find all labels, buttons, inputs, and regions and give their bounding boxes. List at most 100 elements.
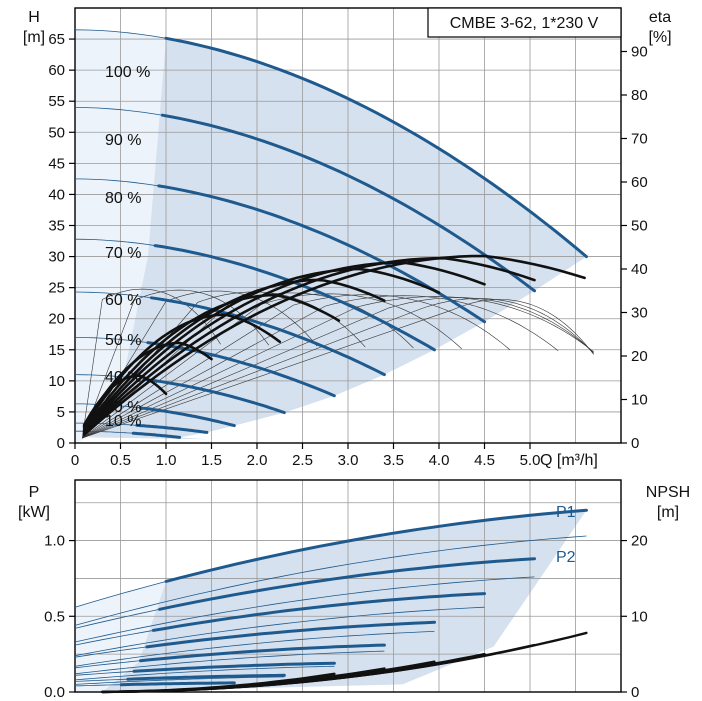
- p1-curve: [119, 681, 236, 687]
- y2-tick-label: 20: [631, 533, 648, 550]
- speed-label: 90 %: [105, 132, 141, 149]
- y-tick-label: 55: [48, 93, 65, 110]
- head-curve-40: [142, 377, 286, 415]
- y-tick-label: 40: [48, 186, 65, 203]
- y-axis-unit: [m]: [23, 29, 45, 46]
- efficiency-guide-line: [82, 294, 511, 439]
- y2-tick-label: 90: [631, 44, 648, 61]
- x-tick-label: 3.5: [383, 452, 404, 469]
- efficiency-curve: [82, 261, 486, 435]
- y2-tick-label: 0: [631, 684, 639, 701]
- y-tick-label: 5: [57, 404, 65, 421]
- grid: [74, 479, 622, 693]
- p1-curve: [145, 620, 436, 649]
- p1-curve: [132, 661, 336, 673]
- y2-tick-label: 0: [631, 435, 639, 452]
- p1-curve: [164, 508, 588, 583]
- y-tick-label: 1.0: [44, 533, 65, 550]
- speed-label: 100 %: [105, 64, 150, 81]
- efficiency-guide-line: [82, 299, 594, 439]
- p2-curve: [74, 650, 385, 675]
- curves: [74, 29, 594, 439]
- speed-label: 40 %: [105, 369, 141, 386]
- speed-label: 70 %: [105, 245, 141, 262]
- p1-curve: [151, 592, 486, 632]
- x-tick-label: 2.0: [247, 452, 268, 469]
- p2-label: P2: [556, 549, 576, 566]
- power-npsh-panel: 0.0 0.5 1.0 0 10 20 P [kW] NPSH [m] P1 P2: [18, 479, 690, 701]
- y2-tick-label: 10: [631, 608, 648, 625]
- efficiency-guide-line: [82, 298, 594, 439]
- y2-axis-title: NPSH: [646, 484, 690, 501]
- efficiency-guide-line: [82, 295, 559, 439]
- y2-axis-title: eta: [649, 9, 671, 26]
- x-tick-label: 0: [71, 452, 79, 469]
- y2-tick-label: 80: [631, 87, 648, 104]
- head-curve-100: [164, 36, 588, 259]
- p2-curve: [74, 631, 435, 667]
- x-tick-label: 1.0: [156, 452, 177, 469]
- p1-curve: [158, 557, 536, 611]
- y-axis-title: P: [29, 484, 40, 501]
- x-tick-label: 5.0: [520, 452, 541, 469]
- y2-tick-label: 40: [631, 261, 648, 278]
- x-tick-label: 4.0: [429, 452, 450, 469]
- p2-curve: [74, 676, 285, 685]
- y-tick-label: 30: [48, 249, 65, 266]
- x-tick-label: 3.0: [338, 452, 359, 469]
- y-tick-label: 60: [48, 62, 65, 79]
- y-axis-title: H: [28, 9, 40, 26]
- speed-label: 10 %: [105, 413, 141, 430]
- p1-label: P1: [556, 504, 576, 521]
- y-tick-label: 45: [48, 155, 65, 172]
- y-tick-label: 0.0: [44, 684, 65, 701]
- y-tick-label: 0.5: [44, 608, 65, 625]
- p2-curve: [74, 665, 335, 681]
- y2-tick-label: 20: [631, 348, 648, 365]
- y2-axis-unit: [%]: [648, 29, 671, 46]
- speed-label: 50 %: [105, 332, 141, 349]
- y2-tick-label: 60: [631, 174, 648, 191]
- y-tick-label: 10: [48, 373, 65, 390]
- labels: H [m] eta [%] Q [m³/h] CMBE 3-62, 1*230 V 100 …: [23, 7, 672, 469]
- labels: P [kW] NPSH [m] P1 P2: [18, 484, 690, 566]
- head-curve-10: [131, 431, 182, 439]
- x-tick-label: 1.5: [201, 452, 222, 469]
- ticks: 0.0 0.5 1.0 0 10 20: [44, 533, 648, 701]
- y-tick-label: 65: [48, 31, 65, 48]
- p1-curve: [126, 673, 286, 681]
- ticks: 0 0.5 1.0 1.5 2.0 2.5 3.0 3.5 4.0 4.5 5.0 0 5 10 15 20 2…: [48, 31, 647, 469]
- chart-title: CMBE 3-62, 1*230 V: [450, 15, 599, 32]
- head-curve-90: [160, 113, 536, 293]
- plot-frame: [74, 479, 622, 693]
- head-efficiency-panel: 0 0.5 1.0 1.5 2.0 2.5 3.0 3.5 4.0 4.5 5.0 0 5 10 15 20 2…: [23, 7, 672, 469]
- y2-tick-label: 30: [631, 305, 648, 322]
- head-curve-60: [149, 296, 386, 377]
- y-tick-label: 25: [48, 280, 65, 297]
- head-curve-30: [139, 406, 236, 428]
- p2-curve: [74, 535, 587, 626]
- y2-tick-label: 10: [631, 392, 648, 409]
- y-tick-label: 50: [48, 124, 65, 141]
- x-tick-label: 4.5: [474, 452, 495, 469]
- efficiency-curve: [82, 374, 168, 427]
- y2-tick-label: 70: [631, 131, 648, 148]
- y-tick-label: 20: [48, 311, 65, 328]
- p2-curve: [74, 576, 535, 643]
- npsh-curve: [101, 672, 336, 694]
- speed-label: 30 %: [105, 399, 141, 416]
- y-axis-unit: [kW]: [18, 504, 50, 521]
- efficiency-curve: [82, 256, 536, 436]
- curves: [74, 508, 588, 694]
- x-tick-label: 0.5: [110, 452, 131, 469]
- y2-axis-unit: [m]: [657, 504, 679, 521]
- efficiency-curve: [82, 254, 586, 437]
- efficiency-guide-line: [82, 290, 318, 439]
- efficiency-curve: [82, 313, 282, 430]
- p2-curve: [74, 606, 485, 657]
- head-curve-20: [135, 423, 209, 434]
- y-tick-label: 15: [48, 342, 65, 359]
- y-tick-label: 0: [57, 435, 65, 452]
- y2-tick-label: 50: [631, 218, 648, 235]
